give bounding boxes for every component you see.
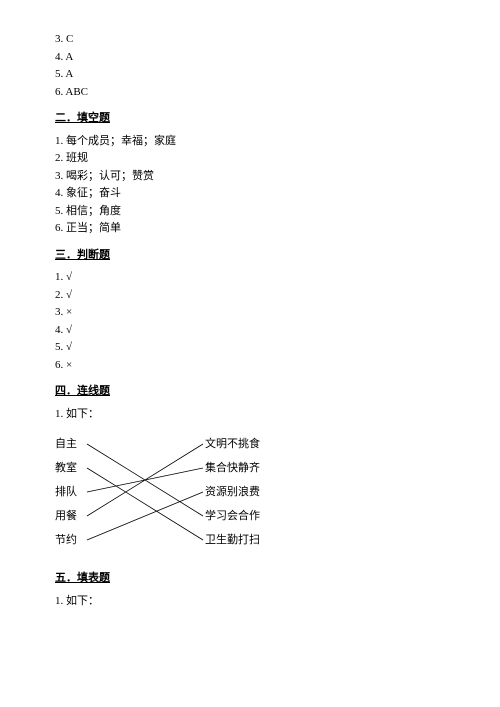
right-item: 集合快静齐 (205, 456, 260, 480)
page-content: 3. C 4. A 5. A 6. ABC 二．填空题 1. 每个成员；幸福；家… (0, 0, 500, 640)
section3-block: 1. √ 2. √ 3. × 4. √ 5. √ 6. × (55, 269, 445, 373)
judge-item: 6. × (55, 357, 445, 374)
matching-diagram: 自主 教室 排队 用餐 节约 文明不挑食 集合快静齐 资源别浪费 学习会合作 卫… (55, 432, 295, 552)
left-item: 排队 (55, 480, 77, 504)
fill-item: 4. 象征；奋斗 (55, 185, 445, 202)
answers-block: 3. C 4. A 5. A 6. ABC (55, 31, 445, 100)
answer-item: 3. C (55, 31, 445, 48)
answer-item: 4. A (55, 49, 445, 66)
judge-item: 2. √ (55, 287, 445, 304)
fill-item: 6. 正当；简单 (55, 220, 445, 237)
section2-block: 1. 每个成员；幸福；家庭 2. 班规 3. 喝彩；认可；赞赏 4. 象征；奋斗… (55, 133, 445, 237)
left-item: 用餐 (55, 504, 77, 528)
answer-item: 6. ABC (55, 84, 445, 101)
left-item: 节约 (55, 528, 77, 552)
right-item: 文明不挑食 (205, 432, 260, 456)
right-item: 资源别浪费 (205, 480, 260, 504)
section4-intro: 1. 如下： (55, 406, 445, 423)
matching-left-col: 自主 教室 排队 用餐 节约 (55, 432, 77, 552)
judge-item: 5. √ (55, 339, 445, 356)
judge-item: 3. × (55, 304, 445, 321)
left-item: 教室 (55, 456, 77, 480)
judge-item: 1. √ (55, 269, 445, 286)
section5-intro: 1. 如下： (55, 593, 445, 610)
section3-title: 三．判断题 (55, 247, 445, 264)
left-item: 自主 (55, 432, 77, 456)
section2-title: 二．填空题 (55, 110, 445, 127)
fill-item: 1. 每个成员；幸福；家庭 (55, 133, 445, 150)
right-item: 卫生勤打扫 (205, 528, 260, 552)
fill-item: 3. 喝彩；认可；赞赏 (55, 168, 445, 185)
fill-item: 2. 班规 (55, 150, 445, 167)
answer-item: 5. A (55, 66, 445, 83)
section4-title: 四．连线题 (55, 383, 445, 400)
section5-title: 五．填表题 (55, 570, 445, 587)
judge-item: 4. √ (55, 322, 445, 339)
matching-right-col: 文明不挑食 集合快静齐 资源别浪费 学习会合作 卫生勤打扫 (205, 432, 260, 552)
right-item: 学习会合作 (205, 504, 260, 528)
fill-item: 5. 相信；角度 (55, 203, 445, 220)
